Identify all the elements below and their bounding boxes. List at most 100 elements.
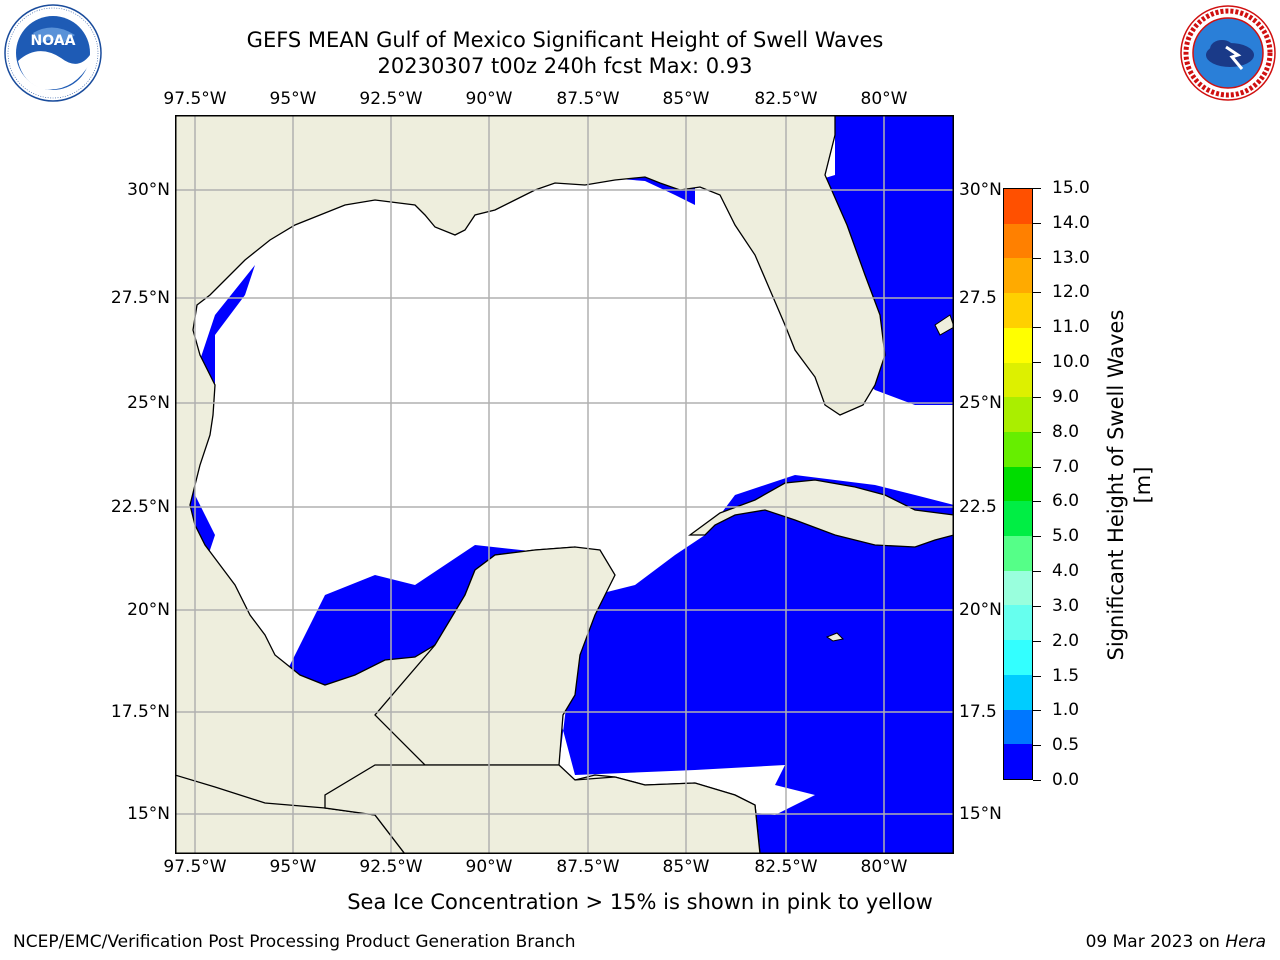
colorbar-tick-label: 10.0 xyxy=(1052,352,1090,373)
plot-title: GEFS MEAN Gulf of Mexico Significant Hei… xyxy=(246,28,884,52)
lon-label-bottom: 95°W xyxy=(269,857,317,877)
colorbar-segment xyxy=(1004,362,1032,398)
colorbar-segment xyxy=(1004,674,1032,710)
lon-label-top: 80°W xyxy=(860,89,908,109)
date-value: 09 Mar 2023 on xyxy=(1085,932,1226,952)
lon-label-bottom: 85°W xyxy=(662,857,710,877)
colorbar-tick-label: 4.0 xyxy=(1052,561,1080,582)
colorbar-segment xyxy=(1004,640,1032,675)
map-frame xyxy=(175,115,954,854)
colorbar-segment xyxy=(1004,223,1032,259)
lat-label-right: 27.5 xyxy=(959,288,997,308)
colorbar-tick xyxy=(1033,257,1041,259)
colorbar-tick xyxy=(1033,188,1041,189)
colorbar-tick xyxy=(1033,466,1041,468)
colorbar-tick xyxy=(1033,362,1041,364)
sea-ice-note: Sea Ice Concentration > 15% is shown in … xyxy=(347,890,933,914)
lat-label-right: 17.5 xyxy=(959,702,997,722)
colorbar-tick xyxy=(1033,745,1041,747)
date-text: 09 Mar 2023 on Hera xyxy=(1086,932,1266,952)
colorbar-tick xyxy=(1033,640,1041,642)
colorbar xyxy=(1003,188,1033,780)
host-name: Hera xyxy=(1225,932,1266,952)
lat-label-left: 27.5°N xyxy=(110,288,170,308)
lon-label-top: 87.5°W xyxy=(556,89,620,109)
lon-label-bottom: 97.5°W xyxy=(163,857,227,877)
lon-label-bottom: 80°W xyxy=(860,857,908,877)
lon-label-top: 92.5°W xyxy=(359,89,423,109)
colorbar-tick xyxy=(1033,292,1041,294)
lon-label-top: 85°W xyxy=(662,89,710,109)
colorbar-tick xyxy=(1033,571,1041,573)
colorbar-tick-label: 13.0 xyxy=(1052,247,1090,268)
lat-label-right: 30°N xyxy=(959,180,1002,200)
colorbar-segment xyxy=(1004,536,1032,571)
colorbar-tick-label: 1.5 xyxy=(1052,665,1080,686)
colorbar-tick xyxy=(1033,675,1041,677)
colorbar-tick xyxy=(1033,431,1041,433)
lat-label-right: 25°N xyxy=(959,393,1002,413)
colorbar-segment xyxy=(1004,605,1032,641)
colorbar-segment xyxy=(1004,397,1032,432)
land-jamaica xyxy=(825,632,845,642)
colorbar-tick xyxy=(1033,536,1041,538)
lon-label-top: 90°W xyxy=(465,89,513,109)
colorbar-tick-label: 2.0 xyxy=(1052,630,1080,651)
lat-label-left: 15°N xyxy=(127,804,170,824)
colorbar-segment xyxy=(1004,258,1032,294)
lon-label-top: 97.5°W xyxy=(163,89,227,109)
lat-label-right: 15°N xyxy=(959,804,1002,824)
colorbar-tick xyxy=(1033,605,1041,607)
lon-label-top: 82.5°W xyxy=(754,89,818,109)
nws-logo-icon xyxy=(1180,5,1276,101)
colorbar-tick xyxy=(1033,222,1041,224)
colorbar-tick-label: 0.5 xyxy=(1052,735,1080,756)
colorbar-tick-label: 8.0 xyxy=(1052,421,1080,442)
lon-label-bottom: 82.5°W xyxy=(754,857,818,877)
credit-text: NCEP/EMC/Verification Post Processing Pr… xyxy=(13,932,576,952)
colorbar-tick xyxy=(1033,327,1041,329)
colorbar-tick-label: 11.0 xyxy=(1052,317,1090,338)
coastal-no-data-region xyxy=(175,115,954,815)
colorbar-segment xyxy=(1004,327,1032,363)
colorbar-tick-label: 7.0 xyxy=(1052,456,1080,477)
colorbar-segment xyxy=(1004,501,1032,537)
plot-subtitle: 20230307 t00z 240h fcst Max: 0.93 xyxy=(377,54,753,78)
colorbar-segment xyxy=(1004,744,1032,779)
lat-label-right: 22.5 xyxy=(959,497,997,517)
colorbar-segment xyxy=(1004,709,1032,745)
lat-label-right: 20°N xyxy=(959,600,1002,620)
colorbar-tick-label: 6.0 xyxy=(1052,491,1080,512)
land-bahamas xyxy=(934,314,954,336)
colorbar-tick-label: 5.0 xyxy=(1052,526,1080,547)
lat-label-left: 30°N xyxy=(127,180,170,200)
colorbar-tick xyxy=(1033,501,1041,503)
colorbar-tick-label: 14.0 xyxy=(1052,212,1090,233)
colorbar-tick-label: 15.0 xyxy=(1052,178,1090,198)
land-central-america xyxy=(324,764,761,854)
colorbar-segment xyxy=(1004,189,1032,224)
colorbar-segment xyxy=(1004,293,1032,328)
colorbar-tick-label: 1.0 xyxy=(1052,700,1080,721)
lat-label-left: 22.5°N xyxy=(110,497,170,517)
lon-label-bottom: 87.5°W xyxy=(556,857,620,877)
colorbar-tick xyxy=(1033,710,1041,712)
colorbar-segment xyxy=(1004,466,1032,502)
lat-label-left: 20°N xyxy=(127,600,170,620)
lon-label-top: 95°W xyxy=(269,89,317,109)
colorbar-tick-label: 0.0 xyxy=(1052,770,1080,790)
colorbar-title: Significant Height of Swell Waves [m] xyxy=(1104,309,1155,661)
lat-label-left: 25°N xyxy=(127,393,170,413)
colorbar-tick xyxy=(1033,396,1041,398)
lon-label-bottom: 92.5°W xyxy=(359,857,423,877)
noaa-logo-text: NOAA xyxy=(31,33,76,49)
colorbar-tick-label: 9.0 xyxy=(1052,386,1080,407)
lon-label-bottom: 90°W xyxy=(465,857,513,877)
colorbar-tick xyxy=(1033,780,1041,781)
lat-label-left: 17.5°N xyxy=(110,702,170,722)
colorbar-tick-label: 12.0 xyxy=(1052,282,1090,303)
colorbar-segment xyxy=(1004,431,1032,467)
land-cuba xyxy=(688,479,954,548)
land-yucatan xyxy=(374,546,616,766)
gulf-of-mexico-map xyxy=(175,115,954,854)
